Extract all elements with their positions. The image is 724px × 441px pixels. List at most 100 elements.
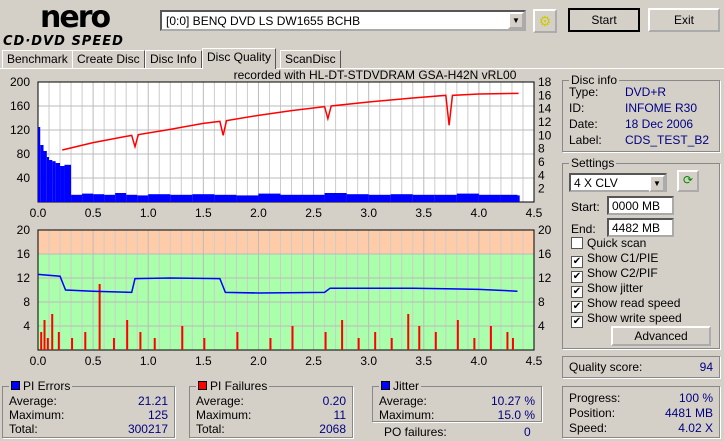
y-tick-label: 40 <box>17 171 31 185</box>
refresh-button[interactable]: ⟳ <box>677 170 699 192</box>
speed-label: Speed: <box>569 421 608 435</box>
pie-bar <box>324 193 347 202</box>
avg-label: Average: <box>379 394 427 408</box>
checkbox-quick-scan[interactable]: Quick scan <box>571 236 646 250</box>
pie-bar <box>170 194 193 202</box>
y2-tick-label: 12 <box>538 271 552 285</box>
y2-tick-label: 8 <box>538 142 545 156</box>
speed-value: 4.02 X <box>678 421 713 435</box>
pif-bar <box>112 338 115 350</box>
disc-info-title: Disc info <box>569 73 620 87</box>
tab-create-disc[interactable]: Create Disc <box>72 50 145 68</box>
chevron-down-icon[interactable]: ▼ <box>508 12 524 29</box>
x-tick-label: 0.5 <box>85 206 102 220</box>
jitter-legend-icon <box>381 381 390 390</box>
y-tick-label: 160 <box>10 99 30 113</box>
charts: recorded with HL-DT-STDVDRAM GSA-H42N vR… <box>10 68 552 368</box>
tab-disc-info[interactable]: Disc Info <box>145 50 202 68</box>
pif-bar <box>473 338 476 350</box>
pie-bar <box>64 164 72 202</box>
pie-bar <box>46 157 50 202</box>
x-tick-label: 4.5 <box>526 354 543 368</box>
max-label: Maximum: <box>379 408 435 422</box>
pie-bar <box>137 195 149 202</box>
quality-score-group: Quality score: 94 <box>562 356 720 378</box>
pie-bar <box>412 194 435 202</box>
pif-bar <box>236 332 239 350</box>
pie-bar <box>52 161 56 202</box>
progress-value: 100 % <box>678 391 713 405</box>
y-tick-label: 16 <box>17 247 31 261</box>
pie-bar <box>60 166 65 202</box>
checkbox-label: Show C1/PIE <box>587 251 659 265</box>
pif-bar <box>511 338 514 350</box>
max-label: Maximum: <box>9 408 65 422</box>
chevron-down-icon[interactable]: ▼ <box>649 175 665 192</box>
y2-tick-label: 16 <box>538 88 552 102</box>
start-input[interactable]: 0000 MB <box>607 196 674 215</box>
pie-bar <box>214 194 237 202</box>
y2-tick-label: 10 <box>538 128 552 142</box>
pif-bar <box>51 314 54 350</box>
checkbox-label: Show write speed <box>587 311 682 325</box>
exit-button[interactable]: Exit <box>648 8 720 32</box>
quality-score-value: 94 <box>699 360 713 374</box>
pi-failures-title: PI Failures <box>210 379 268 393</box>
pie-bar <box>258 193 281 202</box>
y-tick-label: 120 <box>10 123 30 137</box>
pie-bar <box>38 127 41 202</box>
checkbox-box[interactable] <box>571 237 583 249</box>
pi-errors-title: PI Errors <box>23 379 71 393</box>
y2-tick-label: 2 <box>538 182 545 196</box>
nero-logo: nero <box>40 0 111 35</box>
pie-bar <box>500 194 518 202</box>
checkbox-box[interactable]: ✔ <box>571 301 583 313</box>
checkbox-label: Show read speed <box>587 296 681 310</box>
y2-tick-label: 4 <box>538 319 545 333</box>
pie-bar <box>43 151 47 202</box>
x-tick-label: 4.0 <box>471 206 488 220</box>
checkbox-box[interactable]: ✔ <box>571 271 583 283</box>
y-tick-label: 80 <box>17 147 31 161</box>
tab-benchmark[interactable]: Benchmark <box>2 50 73 68</box>
drive-select[interactable]: [0:0] BENQ DVD LS DW1655 BCHB ▼ <box>160 10 526 31</box>
tab-disc-quality[interactable]: Disc Quality <box>202 48 277 69</box>
pif-max: 11 <box>333 408 346 422</box>
disc-quality-panel <box>0 68 724 441</box>
y-tick-label: 20 <box>17 223 31 237</box>
checkbox-show-c1-pie[interactable]: ✔ Show C1/PIE <box>571 251 658 268</box>
eject-button[interactable]: ⚙ <box>533 9 557 33</box>
chart-title: recorded with HL-DT-STDVDRAM GSA-H42N vR… <box>234 68 517 82</box>
checkbox-box[interactable]: ✔ <box>571 256 583 268</box>
checkbox-box[interactable]: ✔ <box>571 286 583 298</box>
advanced-button[interactable]: Advanced <box>611 326 711 346</box>
pif-bar <box>43 320 46 350</box>
checkbox-label: Show C2/PIF <box>587 266 658 280</box>
x-tick-label: 0.0 <box>30 354 47 368</box>
progress-label: Progress: <box>569 391 621 405</box>
position-label: Position: <box>569 406 616 420</box>
jitter-group: Jitter Average: 10.27 % Maximum: 15.0 % <box>372 379 542 422</box>
tab-scandisc[interactable]: ScanDisc <box>280 50 341 68</box>
pi-failures-group: PI Failures Average: 0.20 Maximum: 11 Tota… <box>189 379 353 438</box>
jitter-avg: 10.27 % <box>490 394 535 408</box>
end-label: End: <box>571 222 596 236</box>
checkbox-box[interactable]: ✔ <box>571 316 583 328</box>
start-button[interactable]: Start <box>568 8 640 32</box>
read-speed-line <box>62 92 519 151</box>
checkbox-show-c2-pif[interactable]: ✔ Show C2/PIF <box>571 266 658 283</box>
checkbox-show-read-speed[interactable]: ✔ Show read speed <box>571 296 680 313</box>
start-label: Start: <box>571 200 600 214</box>
end-input[interactable]: 4482 MB <box>607 218 674 237</box>
checkbox-show-jitter[interactable]: ✔ Show jitter <box>571 281 643 298</box>
pie-bar <box>390 194 413 202</box>
speed-select[interactable]: 4 X CLV ▼ <box>569 173 667 192</box>
y-tick-label: 200 <box>10 75 30 89</box>
checkbox-show-write-speed[interactable]: ✔ Show write speed <box>571 311 682 328</box>
progress-group: Progress: 100 % Position: 4481 MB Speed: 4.… <box>562 386 720 438</box>
pif-bar <box>434 332 437 350</box>
x-tick-label: 4.5 <box>526 206 543 220</box>
pif-bar <box>390 338 393 350</box>
pif-legend-icon <box>198 381 207 390</box>
pif-bar <box>269 338 272 350</box>
